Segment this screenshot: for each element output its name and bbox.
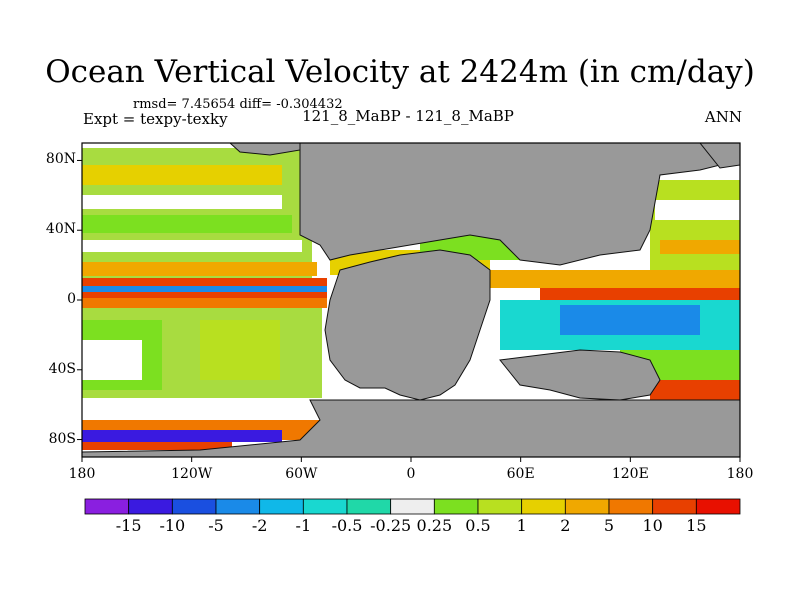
colorbar-label: -5 xyxy=(208,516,224,535)
colorbar-swatch xyxy=(346,498,392,515)
plot-title: Ocean Vertical Velocity at 2424m (in cm/… xyxy=(45,54,755,90)
lon-tick-label: 120W xyxy=(171,466,213,482)
colorbar-swatch xyxy=(259,498,304,515)
colorbar-swatch xyxy=(84,498,130,515)
colorbar-swatch xyxy=(521,498,566,515)
latitude-ticks xyxy=(77,159,82,441)
colorbar-label: 10 xyxy=(642,516,663,535)
colorbar-label: -0.25 xyxy=(370,516,412,535)
colorbar-label: -1 xyxy=(295,516,312,535)
longitude-ticks xyxy=(81,457,741,462)
colorbar-swatch xyxy=(390,498,435,515)
colorbar-label: -10 xyxy=(159,516,186,535)
colorbar-label: 1 xyxy=(516,516,527,535)
stats-text: rmsd= 7.45654 diff= -0.304432 xyxy=(133,97,343,112)
colorbar-label: 0.5 xyxy=(465,516,491,535)
colorbar-swatch xyxy=(564,498,610,515)
colorbar-swatch xyxy=(215,498,261,515)
colorbar-label: 0.25 xyxy=(416,516,453,535)
colorbar-label: 2 xyxy=(560,516,571,535)
colorbar-swatch xyxy=(128,498,173,515)
colorbar-label: 5 xyxy=(603,516,615,535)
colorbar-label: -2 xyxy=(251,516,268,535)
colorbar-swatch xyxy=(477,498,523,515)
experiment-label: Expt = texpy-texky xyxy=(83,110,228,128)
lon-tick-label: 60E xyxy=(506,466,535,482)
land xyxy=(82,143,740,457)
lat-tick-label: 40S xyxy=(48,360,76,377)
map-panel xyxy=(82,143,740,457)
lon-tick-label: 180 xyxy=(726,466,754,482)
ocean-field xyxy=(82,143,740,450)
lat-tick-label: 40N xyxy=(45,221,76,238)
colorbar-swatch xyxy=(302,498,348,515)
case-label: 121_8_MaBP - 121_8_MaBP xyxy=(302,107,514,125)
lon-tick-label: 180 xyxy=(68,466,96,482)
season-label: ANN xyxy=(704,108,742,126)
lat-tick-label: 80N xyxy=(45,151,76,168)
lat-tick-label: 80S xyxy=(48,430,76,447)
colorbar-swatch xyxy=(433,498,479,515)
lon-tick-label: 120E xyxy=(611,466,649,482)
colorbar-label: -15 xyxy=(115,516,142,535)
lon-tick-label: 0 xyxy=(406,466,416,482)
colorbar-label: 15 xyxy=(686,516,707,535)
lon-tick-label: 60W xyxy=(285,466,318,482)
colorbar-swatch xyxy=(695,498,741,515)
lat-tick-label: 0 xyxy=(67,291,76,307)
colorbar-swatch xyxy=(652,498,697,515)
colorbar-label: -0.5 xyxy=(331,516,363,535)
colorbar-swatch xyxy=(171,498,217,515)
colorbar-swatch xyxy=(608,498,654,515)
colorbar xyxy=(84,498,741,515)
